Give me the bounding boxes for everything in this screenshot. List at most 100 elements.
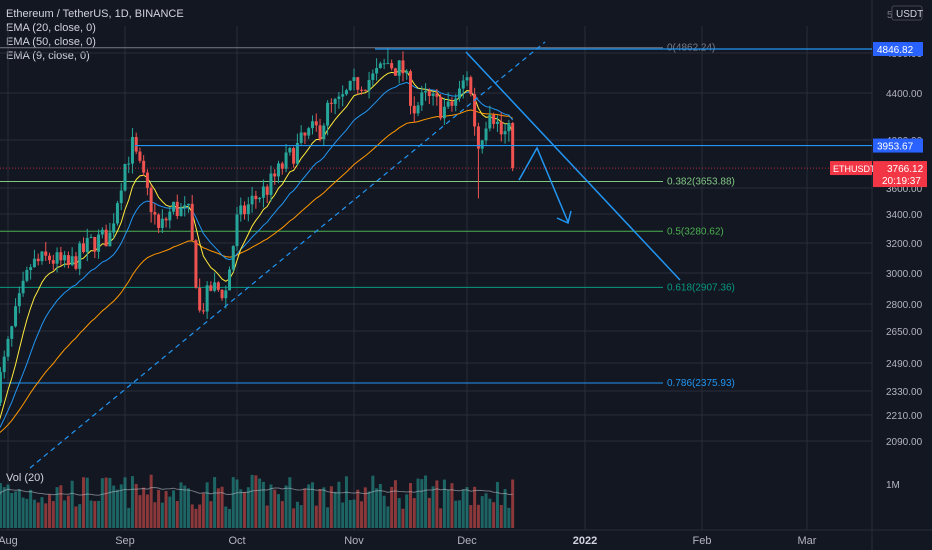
candle-body xyxy=(284,152,288,169)
volume-bar xyxy=(299,505,303,528)
fib-label: 0.786(2375.93) xyxy=(667,378,735,389)
candle-body xyxy=(153,212,157,215)
candle-body xyxy=(179,207,183,216)
candle-body xyxy=(29,267,33,270)
volume-bar xyxy=(273,489,277,528)
candle-body xyxy=(412,105,416,114)
candle-body xyxy=(228,269,232,291)
volume-bar xyxy=(280,501,284,528)
candle-body xyxy=(44,251,48,256)
candle-body xyxy=(503,131,507,135)
volume-bar xyxy=(108,477,112,528)
price-tag-bg xyxy=(873,138,923,153)
volume-bar xyxy=(348,500,352,528)
candle-body xyxy=(401,60,405,74)
volume-bar xyxy=(239,489,243,528)
volume-bar xyxy=(127,507,131,528)
volume-bar xyxy=(183,485,187,528)
dashed-trendline xyxy=(29,41,546,469)
volume-bar xyxy=(17,489,21,528)
price-tick: 3400.00 xyxy=(886,210,923,221)
currency-badge-bg[interactable] xyxy=(891,5,923,21)
candle-body xyxy=(186,203,190,206)
volume-bar xyxy=(409,483,412,528)
candle-body xyxy=(175,201,179,216)
indicator-ema20[interactable]: EMA (20, close, 0) xyxy=(6,22,96,34)
fib-retracement[interactable]: 0(4862.24) 0.382(3653.88) 0.5(3280.62) 0.61… xyxy=(0,43,735,389)
candle-body xyxy=(405,71,409,74)
candle-body xyxy=(439,96,443,119)
candle-body xyxy=(435,93,439,97)
volume-bar xyxy=(450,483,454,528)
candle-body xyxy=(194,240,198,288)
ema-lines xyxy=(0,70,514,433)
candle-body xyxy=(310,121,314,129)
ema9-line xyxy=(0,70,514,420)
price-tick: 2800.00 xyxy=(886,300,923,311)
candle-body xyxy=(78,243,82,269)
price-tick: 3200.00 xyxy=(886,239,923,250)
volume-bar xyxy=(134,483,138,528)
scale-mark: 5 xyxy=(887,10,893,21)
volume-bar xyxy=(119,484,123,528)
indicator-ema50[interactable]: EMA (50, close, 0) xyxy=(6,36,96,48)
volume-bar xyxy=(29,489,33,528)
candle-body xyxy=(469,77,473,95)
currency-badge[interactable]: USDT xyxy=(896,9,923,20)
candle-body xyxy=(127,163,131,165)
projection-arrow-head xyxy=(556,210,572,225)
candle-body xyxy=(480,140,484,149)
candle-body xyxy=(224,290,228,299)
volume-ma-line xyxy=(0,486,513,496)
volume-bar xyxy=(258,478,262,528)
candle-body xyxy=(6,338,10,357)
trend-drawings[interactable] xyxy=(29,41,872,469)
volume-bar xyxy=(511,479,515,528)
volume-bar xyxy=(81,477,85,528)
candle-body xyxy=(476,126,480,149)
volume-bar xyxy=(488,498,492,528)
candle-body xyxy=(337,96,341,100)
candle-body xyxy=(51,260,55,264)
candle-body xyxy=(424,91,428,93)
price-tag-bg xyxy=(873,42,923,57)
volume-bar xyxy=(344,476,348,528)
price-axis: 2090.00 2210.00 2330.00 2490.00 2650.00 2800.… xyxy=(0,42,927,491)
candle-body xyxy=(329,102,333,104)
volume-bar xyxy=(93,501,97,528)
volume-bar xyxy=(261,481,265,528)
candle-body xyxy=(36,258,40,262)
volume-bar xyxy=(198,504,202,528)
volume-bar xyxy=(160,502,164,528)
volume-bar xyxy=(446,489,450,528)
candle-body xyxy=(420,92,424,106)
volume-bar xyxy=(216,488,220,528)
volume-bar xyxy=(172,490,176,528)
candle-body xyxy=(213,282,217,291)
volume-bar xyxy=(386,506,390,528)
candle-body xyxy=(138,151,142,161)
volume-bar xyxy=(360,501,364,528)
price-tick: 2650.00 xyxy=(886,327,923,338)
candle-body xyxy=(74,256,78,269)
volume-bar xyxy=(476,504,480,528)
candle-body xyxy=(492,114,496,124)
volume-bar xyxy=(269,484,273,528)
candle-body xyxy=(427,91,431,96)
volume-bar xyxy=(322,487,326,528)
candle-body xyxy=(168,211,172,221)
candle-body xyxy=(145,172,149,188)
volume-bar xyxy=(473,486,477,528)
volume-bar xyxy=(416,478,420,528)
volume-bar xyxy=(235,479,239,528)
candle-body xyxy=(93,236,97,252)
candle-body xyxy=(356,77,360,90)
time-tick: Mar xyxy=(798,535,817,547)
volume-bar xyxy=(21,497,25,528)
candle-body xyxy=(261,186,265,198)
volume-bar xyxy=(59,485,63,528)
candle-body xyxy=(130,136,134,164)
candle-body xyxy=(172,201,176,212)
